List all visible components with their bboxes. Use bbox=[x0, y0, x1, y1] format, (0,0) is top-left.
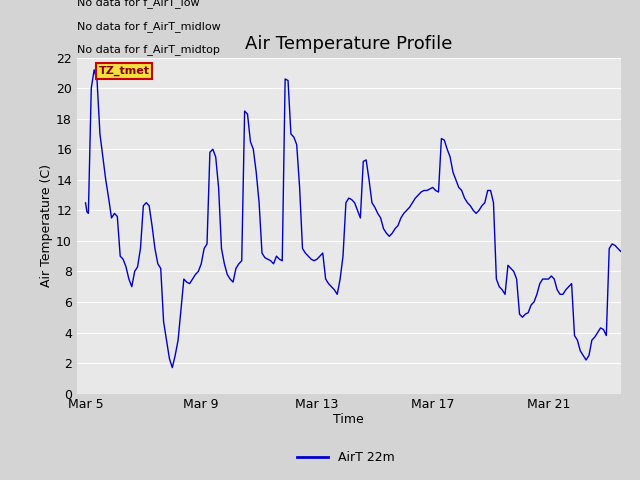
X-axis label: Time: Time bbox=[333, 413, 364, 426]
Y-axis label: Air Temperature (C): Air Temperature (C) bbox=[40, 164, 53, 287]
Title: Air Temperature Profile: Air Temperature Profile bbox=[245, 35, 452, 53]
Text: No data for f_AirT_midtop: No data for f_AirT_midtop bbox=[77, 44, 220, 55]
Text: No data for f_AirT_midlow: No data for f_AirT_midlow bbox=[77, 21, 221, 32]
Legend: AirT 22m: AirT 22m bbox=[292, 446, 399, 469]
Text: TZ_tmet: TZ_tmet bbox=[99, 66, 150, 76]
Text: No data for f_AirT_low: No data for f_AirT_low bbox=[77, 0, 200, 8]
